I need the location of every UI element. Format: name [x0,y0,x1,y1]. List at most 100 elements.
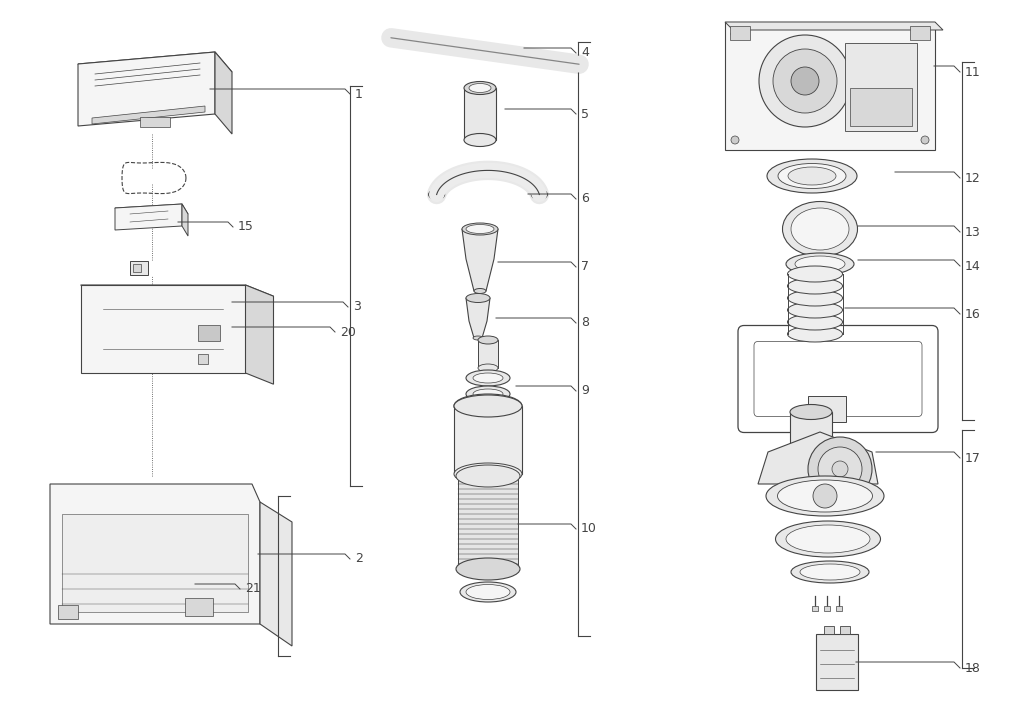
Circle shape [759,35,851,127]
Bar [824,606,830,611]
Circle shape [921,136,929,144]
Text: 5: 5 [581,107,589,120]
Ellipse shape [800,564,860,580]
Ellipse shape [464,82,496,95]
Polygon shape [78,52,215,126]
Polygon shape [246,285,273,384]
Bar [454,406,522,474]
Circle shape [921,30,929,38]
Polygon shape [215,52,232,134]
Ellipse shape [787,326,843,342]
Ellipse shape [786,525,870,553]
Text: 14: 14 [965,259,981,272]
Ellipse shape [464,133,496,146]
Ellipse shape [463,403,513,421]
Ellipse shape [429,190,444,200]
Ellipse shape [473,336,483,340]
Circle shape [813,484,837,508]
Ellipse shape [454,394,522,418]
Ellipse shape [466,370,510,386]
Ellipse shape [787,266,843,282]
Bar [133,264,141,272]
Text: 6: 6 [581,193,589,206]
Circle shape [831,461,848,477]
Bar [140,117,170,127]
Bar [464,88,496,140]
Ellipse shape [786,253,854,275]
Text: 18: 18 [965,662,981,675]
Circle shape [773,49,837,113]
Bar [850,88,912,126]
Bar [910,26,930,40]
Ellipse shape [782,201,857,256]
Text: 7: 7 [581,261,589,274]
Ellipse shape [767,159,857,193]
Ellipse shape [478,336,498,344]
Ellipse shape [388,32,394,43]
Polygon shape [81,285,273,296]
Text: 21: 21 [245,583,261,596]
Ellipse shape [575,58,583,70]
Ellipse shape [456,558,520,580]
Ellipse shape [531,190,548,200]
Ellipse shape [787,278,843,294]
Polygon shape [115,204,182,230]
Circle shape [731,136,739,144]
Polygon shape [758,432,878,484]
Ellipse shape [474,288,486,293]
Polygon shape [462,229,498,291]
Polygon shape [62,514,248,612]
Ellipse shape [473,389,503,399]
Circle shape [731,30,739,38]
Polygon shape [182,204,188,236]
Circle shape [818,447,862,491]
Ellipse shape [790,405,831,419]
Ellipse shape [787,302,843,318]
Text: 2: 2 [355,552,362,565]
Ellipse shape [462,223,498,235]
Bar [824,626,834,634]
Polygon shape [92,106,205,124]
Bar [458,477,518,569]
Ellipse shape [766,476,884,516]
Bar [198,354,208,364]
Bar [790,412,831,464]
Polygon shape [81,285,246,373]
Ellipse shape [462,397,514,415]
Text: 15: 15 [238,221,254,234]
Bar [840,626,850,634]
Text: 9: 9 [581,384,589,397]
Ellipse shape [787,314,843,330]
Ellipse shape [466,224,494,234]
Bar [836,606,842,611]
Ellipse shape [775,521,881,557]
Ellipse shape [788,167,836,185]
Text: 3: 3 [353,300,360,313]
Ellipse shape [466,386,510,402]
Ellipse shape [456,465,520,487]
Text: 4: 4 [581,46,589,59]
Polygon shape [78,52,232,84]
Polygon shape [466,298,490,338]
Ellipse shape [454,463,522,485]
Ellipse shape [791,561,869,583]
Ellipse shape [466,584,510,599]
Ellipse shape [470,406,506,418]
Text: 16: 16 [965,308,981,321]
Circle shape [808,437,872,501]
Text: 10: 10 [581,523,597,536]
Bar [198,325,220,341]
Ellipse shape [460,582,516,602]
Bar [478,340,498,368]
Bar [845,43,918,131]
Bar [816,634,858,690]
Ellipse shape [787,290,843,306]
Text: 8: 8 [581,316,589,329]
Text: 20: 20 [340,326,356,339]
Ellipse shape [791,208,849,250]
Text: 12: 12 [965,172,981,185]
Ellipse shape [778,164,846,188]
Bar [808,396,846,422]
Polygon shape [260,502,292,646]
Polygon shape [725,22,943,30]
